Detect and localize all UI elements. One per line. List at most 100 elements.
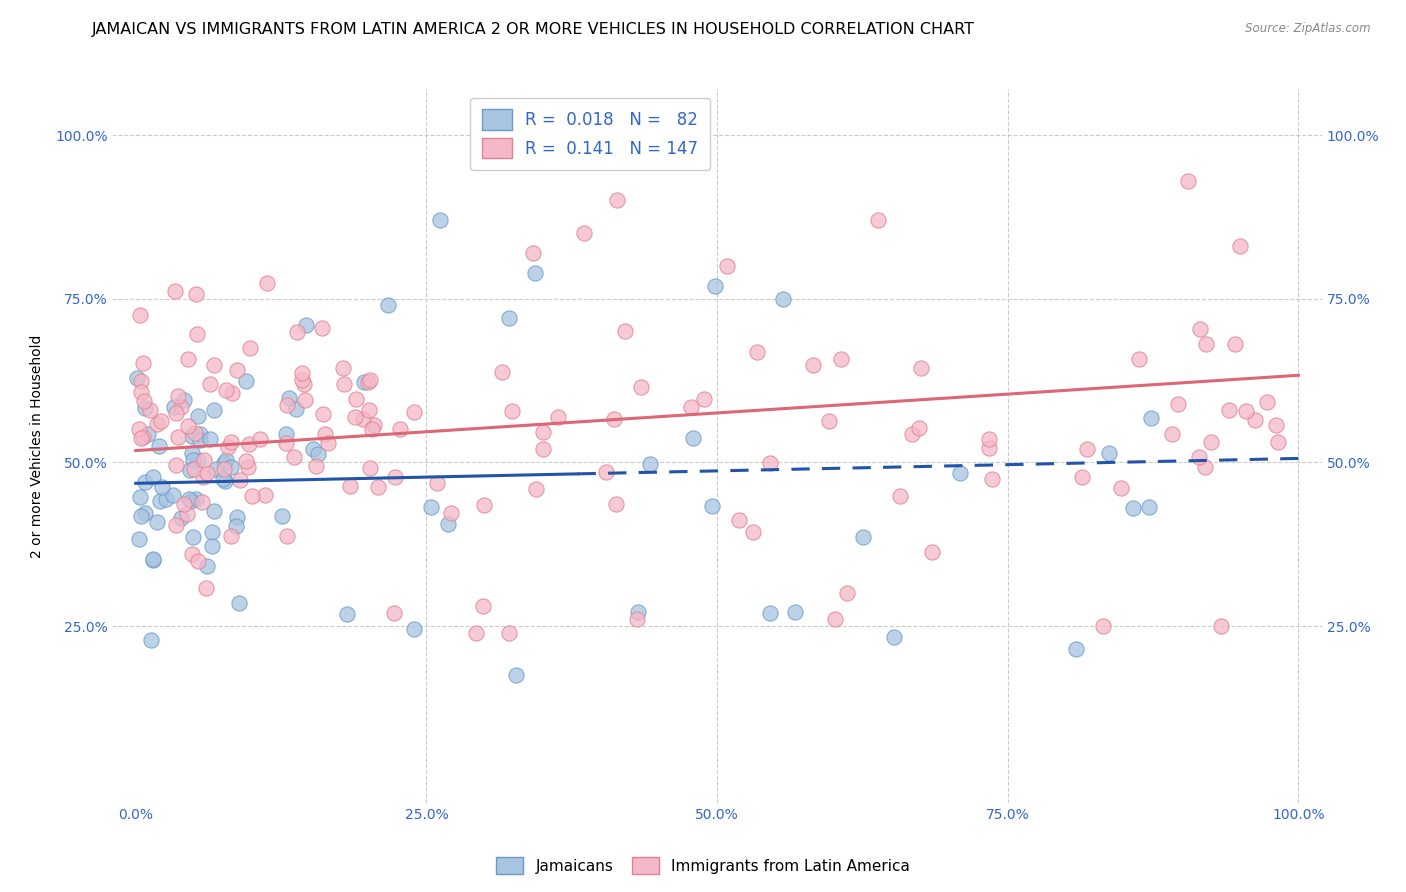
Point	[201, 539, 224, 553]
Point	[728, 513, 751, 527]
Point	[173, 393, 195, 408]
Point	[693, 392, 716, 407]
Point	[129, 308, 152, 322]
Point	[440, 506, 463, 520]
Point	[1091, 619, 1114, 633]
Point	[359, 373, 381, 387]
Point	[1209, 619, 1232, 633]
Point	[353, 375, 375, 389]
Point	[292, 377, 315, 392]
Point	[359, 460, 381, 475]
Point	[1111, 481, 1133, 495]
Point	[402, 405, 425, 419]
Point	[214, 453, 236, 467]
Point	[202, 358, 225, 372]
Point	[254, 488, 277, 502]
Point	[638, 457, 661, 471]
Point	[214, 474, 236, 488]
Point	[256, 277, 278, 291]
Point	[361, 422, 384, 436]
Point	[129, 374, 152, 388]
Point	[138, 427, 160, 442]
Point	[195, 466, 218, 480]
Point	[977, 441, 1000, 455]
Point	[165, 284, 187, 298]
Point	[202, 504, 225, 518]
Point	[129, 431, 152, 445]
Point	[225, 518, 247, 533]
Point	[128, 532, 150, 546]
Point	[155, 491, 177, 506]
Point	[1128, 352, 1150, 367]
Point	[149, 414, 172, 428]
Point	[883, 630, 905, 644]
Point	[181, 530, 204, 544]
Point	[205, 462, 228, 476]
Point	[139, 402, 162, 417]
Point	[177, 351, 200, 366]
Point	[188, 433, 211, 447]
Point	[344, 410, 367, 425]
Point	[307, 447, 329, 461]
Point	[125, 370, 148, 384]
Point	[277, 391, 299, 405]
Point	[1188, 322, 1211, 336]
Point	[491, 365, 513, 379]
Point	[505, 667, 527, 681]
Point	[1177, 174, 1199, 188]
Point	[900, 427, 922, 442]
Point	[382, 606, 405, 620]
Point	[830, 352, 852, 367]
Point	[177, 492, 200, 507]
Point	[605, 496, 627, 510]
Point	[314, 427, 336, 442]
Point	[772, 292, 794, 306]
Point	[187, 453, 209, 467]
Point	[177, 419, 200, 434]
Point	[187, 409, 209, 423]
Point	[1194, 460, 1216, 475]
Point	[835, 586, 858, 600]
Point	[367, 480, 389, 494]
Text: Source: ZipAtlas.com: Source: ZipAtlas.com	[1246, 22, 1371, 36]
Point	[436, 516, 458, 531]
Point	[1256, 395, 1278, 409]
Point	[1229, 239, 1251, 253]
Point	[852, 530, 875, 544]
Point	[311, 321, 333, 335]
Point	[129, 509, 152, 524]
Point	[498, 625, 520, 640]
Point	[907, 421, 929, 435]
Point	[173, 497, 195, 511]
Point	[134, 507, 156, 521]
Point	[181, 429, 204, 443]
Point	[977, 432, 1000, 446]
Point	[339, 479, 361, 493]
Point	[498, 311, 520, 326]
Point	[181, 452, 204, 467]
Point	[236, 459, 259, 474]
Point	[183, 462, 205, 476]
Point	[165, 517, 187, 532]
Point	[235, 453, 257, 467]
Point	[129, 490, 152, 504]
Point	[188, 426, 211, 441]
Point	[801, 358, 824, 372]
Point	[186, 491, 208, 506]
Point	[357, 376, 380, 390]
Point	[1267, 435, 1289, 450]
Point	[221, 386, 243, 401]
Point	[225, 509, 247, 524]
Point	[274, 436, 297, 450]
Point	[219, 434, 242, 449]
Point	[1244, 413, 1267, 427]
Point	[150, 479, 173, 493]
Point	[219, 529, 242, 543]
Point	[679, 400, 702, 414]
Point	[1195, 336, 1218, 351]
Point	[239, 341, 262, 355]
Point	[149, 494, 172, 508]
Point	[1265, 417, 1288, 432]
Point	[148, 439, 170, 453]
Point	[384, 470, 406, 484]
